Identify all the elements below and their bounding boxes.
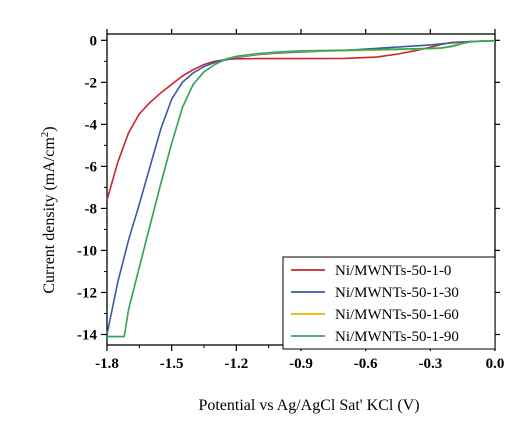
x-tick-label: -0.9 (289, 356, 313, 372)
y-tick-label: -14 (77, 327, 97, 343)
legend-label-4: Ni/MWNTs-50-1-90 (335, 329, 459, 345)
x-tick-label: 0.0 (486, 356, 505, 372)
y-tick-label: -2 (85, 75, 98, 91)
y-tick-label: -6 (85, 159, 98, 175)
x-tick-label: -1.8 (95, 356, 119, 372)
x-axis-title: Potential vs Ag/AgCl Sat' KCl (V) (198, 397, 419, 414)
legend-label-1: Ni/MWNTs-50-1-0 (335, 263, 451, 279)
x-tick-label: -0.6 (354, 356, 378, 372)
y-axis-title: Current density (mA/cm2) (39, 126, 58, 293)
y-tick-label: -8 (85, 201, 98, 217)
series-lines-layer (106, 39, 496, 338)
series-line-1 (106, 39, 496, 201)
series-line-2 (106, 39, 496, 335)
legend-label-2: Ni/MWNTs-50-1-30 (335, 285, 459, 301)
legend-box (282, 256, 496, 350)
legend: Ni/MWNTs-50-1-0 Ni/MWNTs-50-1-30 Ni/MWNTs-… (282, 256, 496, 350)
x-tick-label: -1.2 (224, 356, 248, 372)
x-tick-label: -1.5 (160, 356, 184, 372)
series-line-4 (107, 39, 496, 338)
legend-label-3: Ni/MWNTs-50-1-60 (335, 307, 459, 323)
y-tick-label: -12 (77, 285, 97, 301)
y-tick-label: -10 (77, 243, 97, 259)
y-tick-label: 0 (90, 33, 98, 49)
y-axis-title-main: Current density (mA/cm (41, 137, 58, 294)
y-axis-title-sup: 2 (39, 132, 51, 138)
x-tick-label: -0.3 (418, 356, 442, 372)
y-tick-label: -4 (85, 117, 98, 133)
y-axis-title-tail: ) (41, 126, 58, 131)
